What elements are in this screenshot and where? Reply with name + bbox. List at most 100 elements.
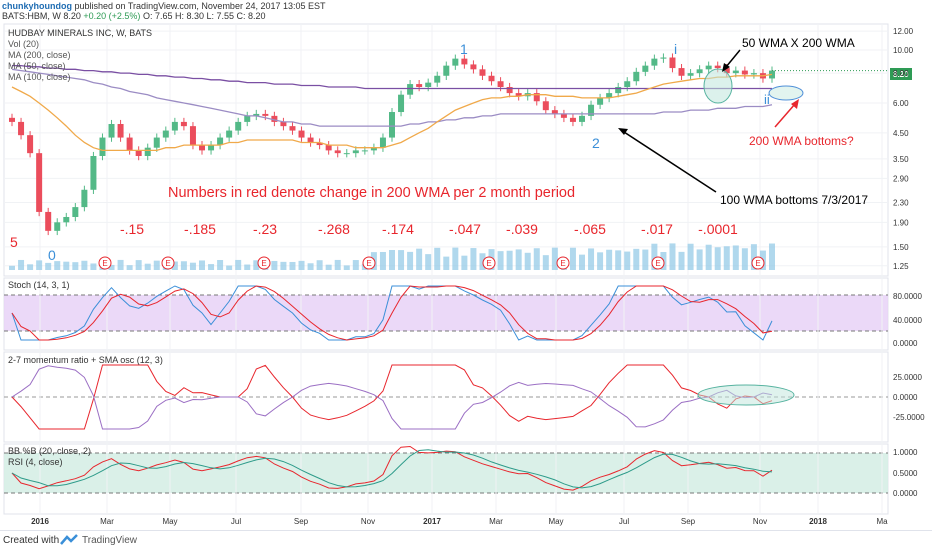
ma100-line: [11, 68, 773, 127]
volume-bar: [443, 256, 450, 270]
candle-body: [633, 71, 640, 82]
candle-body: [714, 65, 721, 69]
candle-body: [515, 93, 522, 97]
time-tick: 2016: [31, 517, 49, 526]
symbol-line: BATS:HBM, W 8.20: [2, 11, 81, 21]
cross-highlight-ellipse: [703, 68, 733, 104]
volume-bar: [226, 265, 233, 270]
volume-bar: [180, 261, 187, 270]
candle-body: [361, 150, 368, 152]
volume-bar: [714, 247, 721, 270]
candle-body: [217, 137, 224, 146]
candle-body: [226, 130, 233, 138]
volume-bar: [153, 260, 160, 270]
volume-bar: [144, 263, 151, 270]
candle-body: [343, 153, 350, 155]
volume-bar: [669, 243, 676, 270]
candle-body: [379, 137, 386, 148]
tradingview-logo-icon[interactable]: [60, 533, 78, 547]
wma-change-label: -.0001: [698, 221, 738, 237]
volume-bar: [316, 260, 323, 270]
candle-body: [370, 147, 377, 151]
candle-body: [180, 121, 187, 127]
wave-label-2: 2: [592, 135, 600, 151]
volume-bar: [117, 259, 124, 270]
bb-tick-1: 1.0000: [893, 448, 918, 457]
volume-bar: [633, 248, 640, 270]
volume-bar: [533, 248, 540, 270]
candle-body: [307, 137, 314, 143]
time-tick: Jul: [231, 517, 241, 526]
volume-bar: [642, 249, 649, 270]
earnings-marker-icon[interactable]: [482, 256, 496, 270]
author-name[interactable]: chunkyhoundog: [2, 1, 72, 11]
osc-highlight-ellipse: [697, 384, 795, 406]
candle-body: [117, 124, 124, 138]
volume-bar: [461, 255, 468, 270]
created-with-label: Created with: [3, 535, 60, 546]
volume-bar: [624, 251, 631, 270]
candle-body: [352, 150, 359, 154]
time-tick: Nov: [361, 517, 375, 526]
wave-label-ii: ii: [764, 92, 770, 107]
time-tick: Jul: [619, 517, 629, 526]
earnings-marker-label: E: [655, 259, 660, 268]
arrow-200-bottom: [774, 103, 796, 128]
earnings-marker-icon[interactable]: [751, 256, 765, 270]
last-price-label: 8.20: [893, 70, 909, 79]
chart-header: chunkyhoundog published on TradingView.c…: [0, 0, 932, 22]
price-tick: 12.00: [893, 27, 914, 36]
volume-bar: [36, 260, 43, 270]
candle-body: [171, 121, 178, 131]
volume-bar: [54, 261, 61, 270]
earnings-marker-icon[interactable]: [651, 256, 665, 270]
volume-bar: [271, 260, 278, 270]
candle-body: [144, 147, 151, 156]
candle-body: [533, 93, 540, 102]
time-tick: Mar: [489, 517, 503, 526]
volume-bar: [18, 259, 25, 270]
volume-bar: [343, 265, 350, 270]
momentum-sma-line: [11, 365, 773, 430]
volume-bar: [298, 260, 305, 270]
candle-body: [316, 142, 323, 146]
candle-body: [199, 145, 205, 151]
volume-bar: [171, 261, 178, 270]
red-note: Numbers in red denote change in 200 WMA …: [168, 185, 575, 201]
arrow-wma-cross: [725, 49, 741, 68]
volume-bar: [126, 265, 133, 270]
candle-body: [389, 112, 395, 138]
volume-bar: [208, 264, 215, 270]
volume-bar: [606, 249, 613, 270]
candle-body: [72, 207, 79, 217]
candle-body: [434, 75, 441, 83]
volume-bar: [244, 264, 251, 270]
candle-body: [579, 115, 585, 122]
volume-bar: [705, 244, 712, 270]
candle-body: [741, 70, 748, 75]
volume-bar: [9, 265, 15, 270]
price-tick: 10.00: [893, 46, 914, 55]
candle-body: [615, 86, 622, 94]
earnings-marker-label: E: [102, 259, 107, 268]
volume-bar: [479, 253, 486, 270]
publish-info: published on TradingView.com, November 2…: [74, 1, 326, 11]
bb-tick-0: 0.0000: [893, 489, 918, 498]
earnings-marker-icon[interactable]: [98, 256, 112, 270]
candle-body: [642, 65, 649, 72]
earnings-marker-icon[interactable]: [362, 256, 376, 270]
candle-body: [45, 211, 52, 231]
candle-body: [452, 58, 459, 66]
candle-body: [678, 68, 685, 76]
tradingview-brand[interactable]: TradingView: [82, 535, 138, 546]
candle-body: [126, 137, 133, 151]
volume-bar: [542, 255, 549, 270]
earnings-marker-icon[interactable]: [556, 256, 570, 270]
stoch-tick-80: 80.0000: [893, 292, 922, 301]
earnings-marker-icon[interactable]: [257, 256, 271, 270]
candle-body: [18, 121, 25, 136]
time-tick: Mar: [100, 517, 114, 526]
earnings-marker-label: E: [486, 259, 491, 268]
time-tick: May: [162, 517, 177, 526]
earnings-marker-icon[interactable]: [161, 256, 175, 270]
